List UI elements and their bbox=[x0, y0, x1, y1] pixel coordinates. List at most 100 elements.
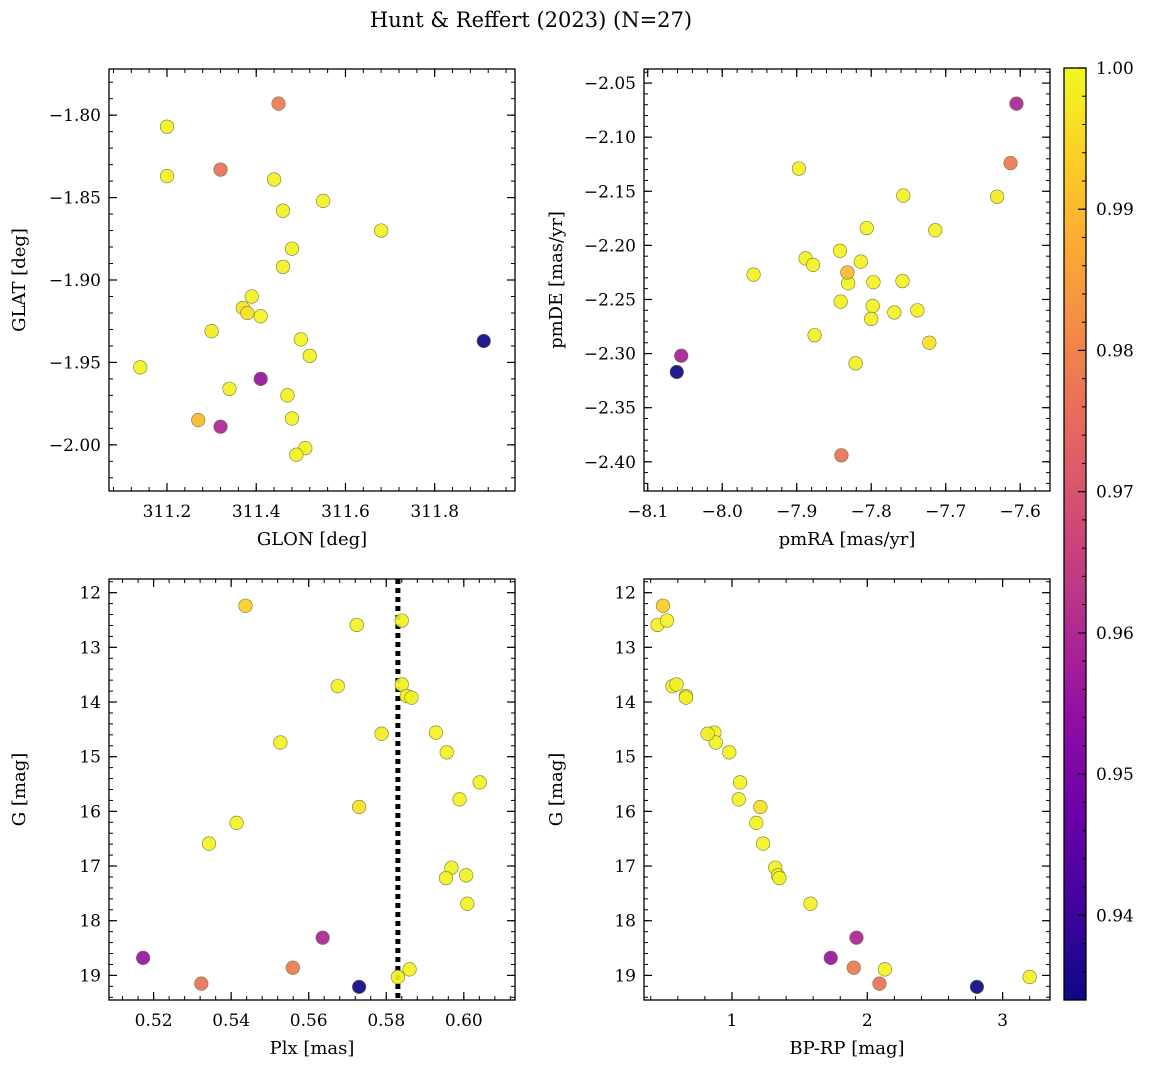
scatter-point bbox=[374, 223, 389, 238]
scatter-points bbox=[669, 96, 1024, 463]
scatter-point bbox=[194, 976, 209, 991]
scatter-point bbox=[722, 745, 737, 760]
scatter-point bbox=[807, 328, 822, 343]
scatter-point bbox=[832, 243, 848, 258]
y-axis-label: GLAT [deg] bbox=[9, 228, 30, 332]
scatter-point bbox=[678, 690, 694, 705]
colorbar-tick-label: 0.98 bbox=[1096, 341, 1134, 361]
scatter-point bbox=[459, 868, 474, 883]
scatter-point bbox=[316, 193, 331, 208]
scatter-point bbox=[700, 726, 715, 741]
scatter-point bbox=[133, 360, 148, 375]
scatter-point bbox=[349, 617, 364, 633]
panel-proper-motion: −8.1 −8.0 −7.9 −7.8 −7.7 −7.6 −2.05 −2.10 −2.15 −… bbox=[546, 68, 1051, 550]
x-tick-label: −8.0 bbox=[702, 502, 743, 522]
y-tick-label: 17 bbox=[614, 857, 636, 877]
x-tick-label: 0.60 bbox=[445, 1011, 483, 1031]
x-tick-label: 1 bbox=[727, 1011, 738, 1031]
scatter-point bbox=[428, 725, 443, 740]
y-tick-label: 12 bbox=[614, 584, 636, 604]
scatter-point bbox=[922, 335, 937, 350]
scatter-points bbox=[136, 598, 487, 994]
scatter-point bbox=[732, 775, 748, 790]
y-axis-label: G [mag] bbox=[546, 753, 567, 826]
x-tick-label: −7.6 bbox=[1000, 502, 1041, 522]
scatter-point bbox=[866, 275, 881, 290]
y-tick-label: 13 bbox=[614, 638, 636, 658]
y-tick-label: −2.20 bbox=[584, 236, 636, 256]
y-tick-label: 19 bbox=[614, 966, 636, 986]
x-tick-label: 311.6 bbox=[321, 502, 370, 522]
scatter-point bbox=[273, 735, 288, 750]
colorbar-tick-label: 1.00 bbox=[1096, 59, 1134, 79]
y-tick-label: 13 bbox=[79, 638, 101, 658]
scatter-point bbox=[846, 960, 861, 975]
scatter-point bbox=[746, 267, 761, 282]
scatter-point bbox=[887, 305, 902, 320]
y-tick-label: −2.05 bbox=[584, 74, 636, 94]
plot-frame bbox=[643, 68, 1051, 492]
y-tick-label: −2.10 bbox=[584, 128, 636, 148]
scatter-point bbox=[990, 189, 1005, 204]
colorbar-tick-label: 0.95 bbox=[1096, 765, 1134, 785]
scatter-points bbox=[650, 598, 1037, 994]
scatter-point bbox=[285, 960, 300, 975]
figure-title: Hunt & Reffert (2023) (N=27) bbox=[370, 8, 692, 32]
x-axis-label: Plx [mas] bbox=[270, 1038, 355, 1059]
colorbar: 0.94 0.95 0.96 0.97 0.98 0.99 1.00 bbox=[1063, 59, 1134, 1001]
scatter-point bbox=[848, 356, 863, 371]
x-tick-label: 0.56 bbox=[290, 1011, 328, 1031]
y-tick-label: −2.35 bbox=[584, 399, 636, 419]
scatter-point bbox=[352, 979, 367, 994]
x-tick-label: 311.8 bbox=[410, 502, 459, 522]
scatter-point bbox=[1009, 96, 1024, 111]
x-tick-label: 2 bbox=[862, 1011, 873, 1031]
scatter-point bbox=[859, 220, 874, 236]
x-tick-label: 3 bbox=[997, 1011, 1008, 1031]
y-tick-label: −1.80 bbox=[49, 106, 101, 126]
x-tick-label: 0.58 bbox=[367, 1011, 405, 1031]
scatter-point bbox=[669, 677, 684, 692]
y-tick-label: 15 bbox=[614, 748, 636, 768]
x-tick-label: 311.2 bbox=[143, 502, 192, 522]
colorbar-tick-label: 0.99 bbox=[1096, 200, 1134, 220]
scatter-point bbox=[402, 962, 417, 977]
colorbar-tick-label: 0.94 bbox=[1096, 906, 1134, 926]
scatter-point bbox=[275, 259, 291, 274]
scatter-point bbox=[803, 896, 818, 911]
scatter-point bbox=[823, 950, 838, 966]
scatter-point bbox=[293, 332, 308, 347]
scatter-point bbox=[330, 679, 345, 694]
x-tick-label: 0.54 bbox=[212, 1011, 250, 1031]
scatter-point bbox=[1022, 969, 1037, 985]
scatter-point bbox=[834, 448, 849, 463]
scatter-point bbox=[394, 613, 409, 628]
scatter-point bbox=[833, 294, 848, 309]
scatter-point bbox=[659, 613, 675, 628]
panel-parallax-magnitude: 0.52 0.54 0.56 0.58 0.60 12 13 14 15 16 17 18 19 Plx … bbox=[9, 578, 516, 1059]
plot-frame bbox=[108, 578, 516, 1001]
scatter-point bbox=[877, 962, 892, 977]
scatter-point bbox=[910, 303, 925, 318]
scatter-point bbox=[253, 309, 268, 324]
scatter-point bbox=[240, 305, 255, 321]
scatter-point bbox=[289, 447, 304, 462]
y-tick-label: −2.00 bbox=[49, 436, 101, 456]
scatter-point bbox=[438, 870, 454, 886]
scatter-point bbox=[222, 381, 237, 396]
scatter-point bbox=[204, 324, 219, 339]
scatter-point bbox=[731, 792, 746, 807]
scatter-point bbox=[284, 241, 300, 256]
scatter-point bbox=[655, 598, 671, 613]
scatter-point bbox=[669, 364, 684, 380]
scatter-point bbox=[969, 979, 985, 994]
y-tick-label: 14 bbox=[79, 693, 101, 713]
x-tick-label: 0.52 bbox=[135, 1011, 173, 1031]
y-tick-label: −2.25 bbox=[584, 290, 636, 310]
scatter-point bbox=[755, 836, 771, 851]
scatter-point bbox=[191, 413, 206, 428]
scatter-point bbox=[865, 298, 880, 314]
scatter-point bbox=[374, 726, 389, 741]
scatter-point bbox=[213, 419, 228, 434]
y-tick-label: 12 bbox=[79, 584, 101, 604]
